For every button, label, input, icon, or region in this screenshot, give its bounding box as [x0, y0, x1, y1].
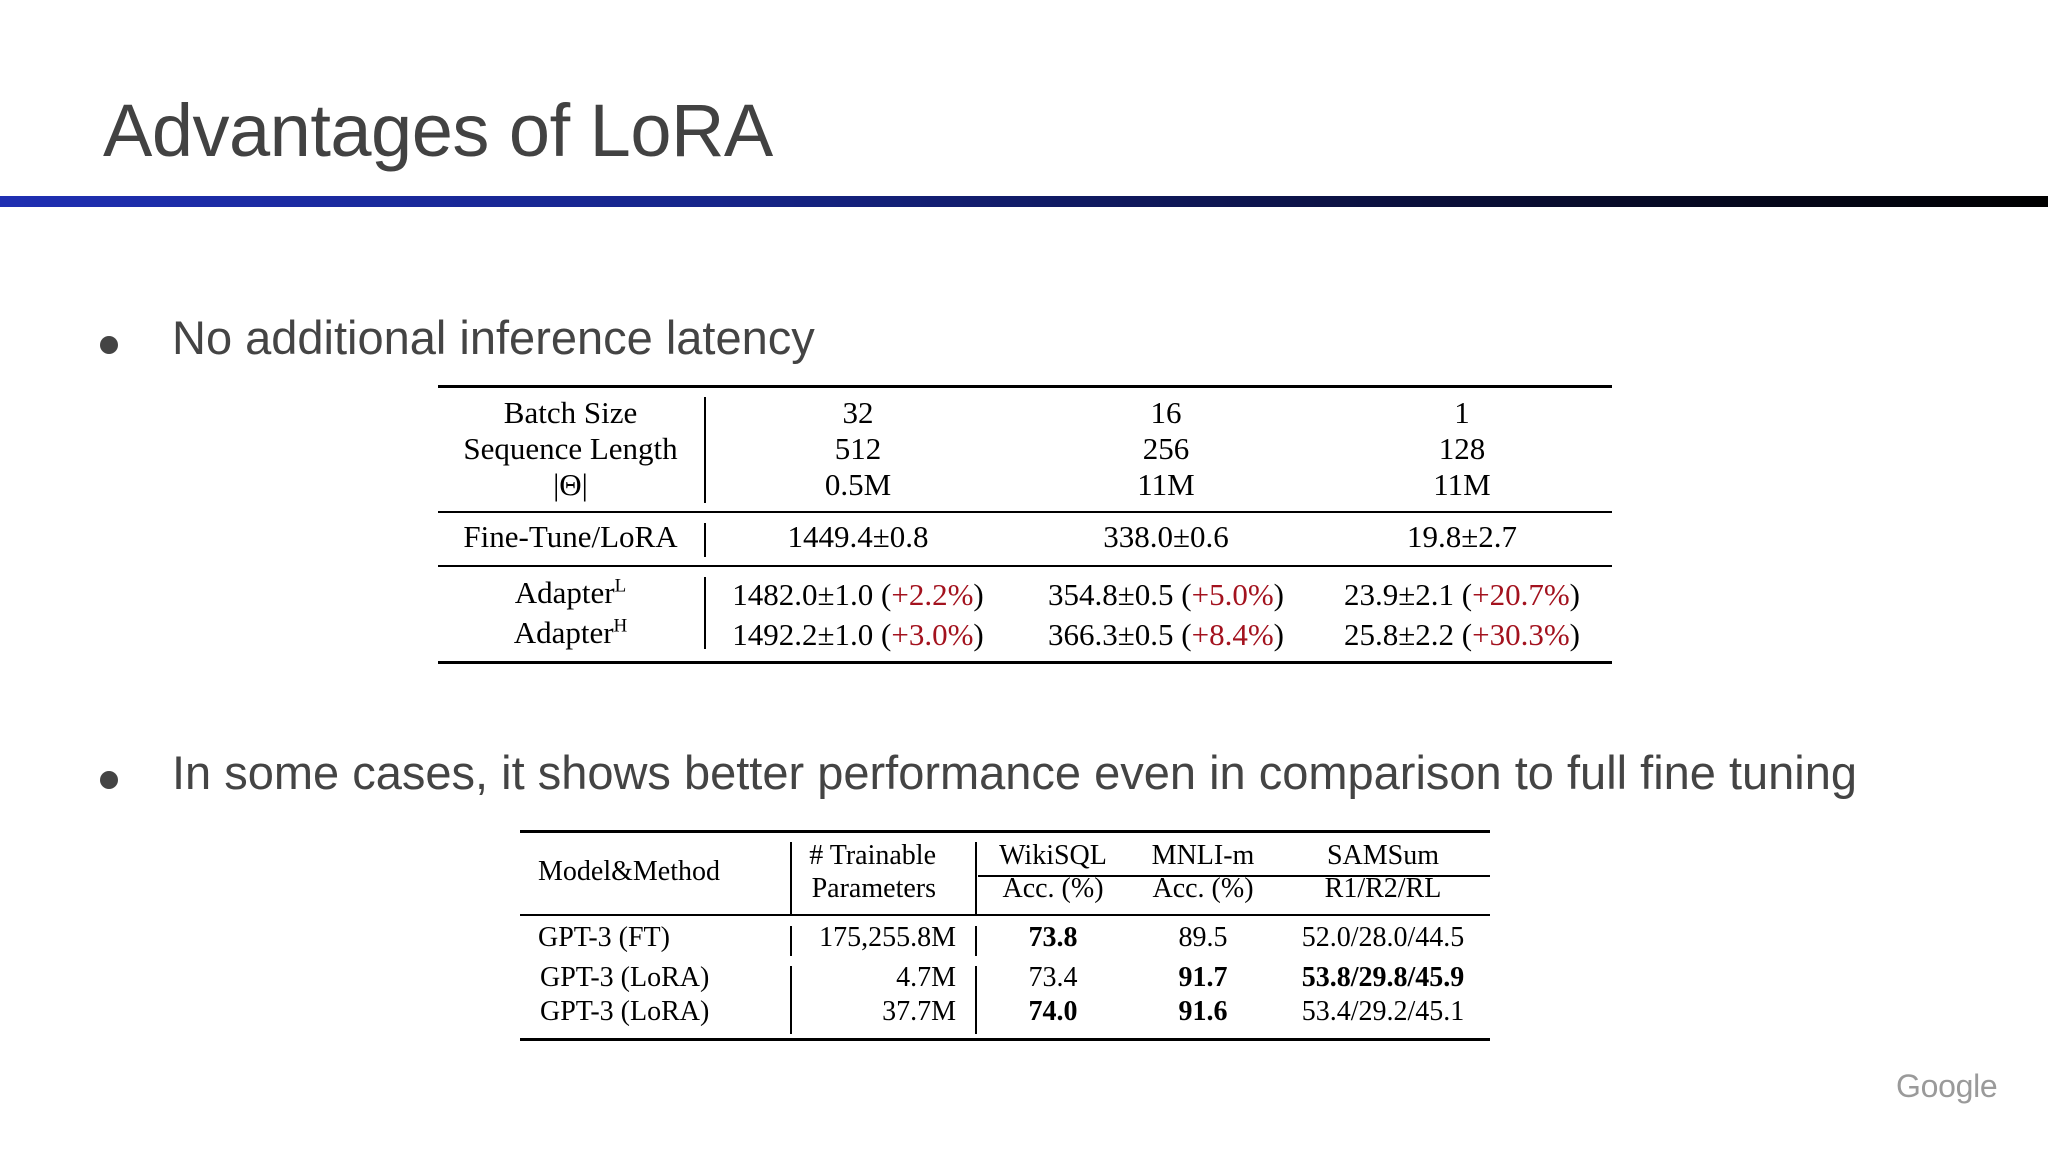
table-bottom-rule	[520, 1038, 1490, 1041]
slide-title: Advantages of LoRA	[103, 89, 773, 172]
header-wikisql: WikiSQL	[999, 840, 1107, 871]
latency-overhead: +3.0%	[891, 617, 974, 652]
latency-overhead: +2.2%	[891, 577, 974, 612]
header-mnli: MNLI-m	[1151, 840, 1255, 871]
header-label: Batch Size	[503, 395, 638, 430]
adapter-value: 1482.0±1.0 (+2.2%)	[732, 577, 984, 612]
latency-value: 23.9±2.1	[1344, 577, 1455, 612]
adapter-name: Adapter	[513, 615, 614, 650]
header-params: # Trainable	[809, 840, 936, 871]
row-params: 4.7M	[896, 962, 956, 993]
adapter-value: 366.3±0.5 (+8.4%)	[1048, 617, 1284, 652]
adapter-label: AdapterL	[438, 575, 703, 611]
latency-overhead: +20.7%	[1472, 577, 1570, 612]
adapter-superscript: L	[614, 575, 627, 597]
performance-table: Model&Method # Trainable Parameters Wiki…	[520, 830, 1490, 1042]
header-samsum: R1/R2/RL	[1324, 873, 1442, 904]
bullet-item: No additional inference latency	[100, 310, 1600, 370]
latency-overhead: +5.0%	[1191, 577, 1274, 612]
header-label: Sequence Length	[463, 431, 678, 466]
header-value: 256	[1142, 431, 1190, 466]
latency-value: 366.3±0.5	[1048, 617, 1174, 652]
column-divider	[790, 966, 792, 1034]
google-logo: Google	[1896, 1068, 1998, 1104]
adapter-superscript: H	[613, 615, 628, 637]
adapter-label: AdapterH	[438, 615, 703, 651]
row-model: GPT-3 (LoRA)	[540, 996, 710, 1027]
column-divider	[790, 842, 792, 916]
header-mnli: Acc. (%)	[1152, 873, 1254, 904]
table-rule	[438, 511, 1612, 513]
table-top-rule	[438, 385, 1612, 388]
column-divider	[704, 397, 706, 503]
column-divider	[790, 926, 792, 956]
adapter-name: Adapter	[514, 575, 615, 610]
row-model: GPT-3 (FT)	[538, 922, 670, 953]
header-value: 16	[1150, 395, 1182, 430]
row-params: 37.7M	[882, 996, 956, 1027]
latency-value: 354.8±0.5	[1048, 577, 1174, 612]
bullet-text: No additional inference latency	[172, 311, 815, 364]
row-mnli: 91.6	[1178, 996, 1228, 1027]
row-model: GPT-3 (LoRA)	[540, 962, 710, 993]
adapter-value: 25.8±2.2 (+30.3%)	[1344, 617, 1580, 652]
row-wikisql: 74.0	[1028, 996, 1078, 1027]
header-value: 0.5M	[824, 467, 892, 502]
header-subrule	[978, 875, 1490, 877]
latency-value: 1492.2±1.0	[732, 617, 874, 652]
header-wikisql: Acc. (%)	[1002, 873, 1104, 904]
latency-overhead: +8.4%	[1191, 617, 1274, 652]
row-samsum: 52.0/28.0/44.5	[1301, 922, 1465, 953]
finetune-value: 1449.4±0.8	[787, 519, 929, 554]
table-bottom-rule	[438, 661, 1612, 664]
header-value: 512	[834, 431, 882, 466]
header-value: 11M	[1137, 467, 1195, 502]
finetune-label: Fine-Tune/LoRA	[463, 519, 678, 554]
table-top-rule	[520, 830, 1490, 833]
row-wikisql: 73.4	[1028, 962, 1078, 993]
adapter-value: 1492.2±1.0 (+3.0%)	[732, 617, 984, 652]
finetune-value: 338.0±0.6	[1103, 519, 1229, 554]
table-rule	[520, 914, 1490, 916]
column-divider	[704, 523, 706, 557]
bullet-text: In some cases, it shows better performan…	[172, 746, 1858, 799]
header-value: 1	[1454, 395, 1470, 430]
table-rule	[438, 565, 1612, 567]
latency-table: Batch Size Sequence Length |Θ| 32 512 0.…	[438, 385, 1612, 665]
column-divider	[704, 577, 706, 649]
row-samsum: 53.8/29.8/45.9	[1301, 962, 1465, 993]
row-samsum: 53.4/29.2/45.1	[1301, 996, 1465, 1027]
column-divider	[975, 926, 977, 956]
column-divider	[975, 842, 977, 916]
latency-value: 1482.0±1.0	[732, 577, 874, 612]
header-value: 11M	[1433, 467, 1491, 502]
latency-overhead: +30.3%	[1472, 617, 1570, 652]
row-params: 175,255.8M	[819, 922, 956, 953]
adapter-value: 354.8±0.5 (+5.0%)	[1048, 577, 1284, 612]
header-label: |Θ|	[553, 467, 588, 502]
row-wikisql: 73.8	[1028, 922, 1078, 953]
bullet-dot-icon	[100, 336, 118, 354]
row-mnli: 91.7	[1178, 962, 1228, 993]
latency-value: 25.8±2.2	[1344, 617, 1455, 652]
adapter-value: 23.9±2.1 (+20.7%)	[1344, 577, 1580, 612]
header-model: Model&Method	[538, 856, 720, 887]
bullet-item: In some cases, it shows better performan…	[100, 745, 2000, 805]
header-value: 128	[1438, 431, 1486, 466]
finetune-value: 19.8±2.7	[1406, 519, 1517, 554]
header-samsum: SAMSum	[1326, 840, 1440, 871]
row-mnli: 89.5	[1178, 922, 1228, 953]
column-divider	[975, 966, 977, 1034]
header-params: Parameters	[811, 873, 936, 904]
header-value: 32	[842, 395, 874, 430]
bullet-dot-icon	[100, 771, 118, 789]
title-divider	[0, 196, 2048, 207]
